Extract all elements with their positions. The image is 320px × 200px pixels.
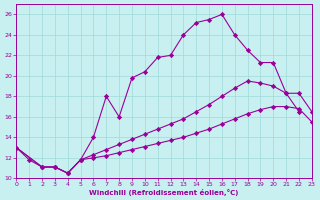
X-axis label: Windchill (Refroidissement éolien,°C): Windchill (Refroidissement éolien,°C): [89, 189, 239, 196]
